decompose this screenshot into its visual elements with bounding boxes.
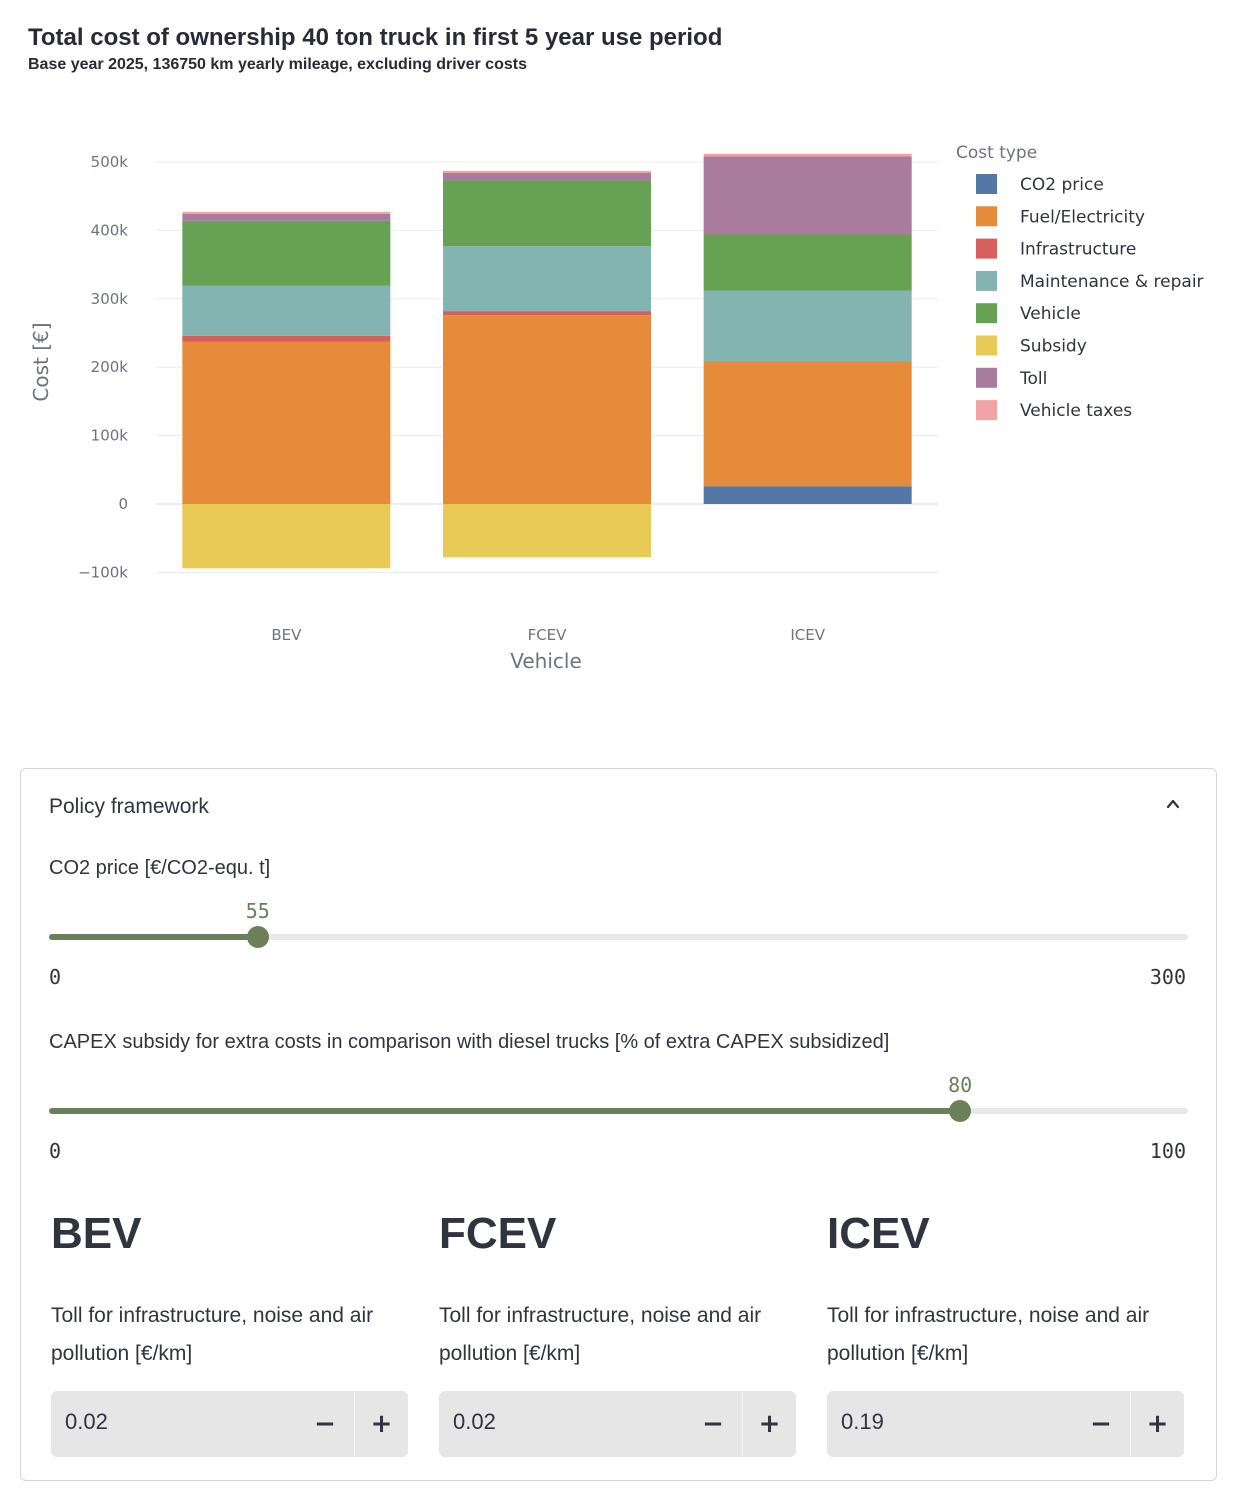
bev-toll-label: Toll for infrastructure, noise and air p… bbox=[51, 1304, 374, 1365]
legend-swatch bbox=[976, 206, 997, 227]
bar-bev-infrastructure bbox=[182, 335, 391, 342]
fcev-toll-increment-button[interactable]: + bbox=[742, 1391, 796, 1457]
bev-title: BEV bbox=[51, 1209, 142, 1258]
bar-fcev-toll bbox=[443, 172, 651, 181]
capex-subsidy-slider[interactable] bbox=[49, 1100, 1188, 1122]
policy-framework-expander: Policy framework CO2 price [€/CO2-equ. t… bbox=[20, 768, 1217, 1481]
bar-bev-fuel-electricity bbox=[182, 341, 391, 504]
icev-toll-decrement-button[interactable]: − bbox=[1090, 1409, 1112, 1439]
bar-fcev-vehicle-taxes bbox=[443, 170, 651, 173]
capex-slider-fill bbox=[49, 1108, 961, 1114]
legend-swatch bbox=[976, 270, 997, 291]
legend-item-label: Vehicle taxes bbox=[1020, 401, 1132, 421]
co2-slider-max: 300 bbox=[1149, 965, 1186, 989]
legend-item-label: Infrastructure bbox=[1020, 240, 1136, 260]
co2-slider-thumb[interactable] bbox=[246, 926, 269, 948]
bar-bev-vehicle-taxes bbox=[182, 211, 391, 214]
bar-bev-subsidy bbox=[182, 504, 391, 569]
y-tick-label: 0 bbox=[118, 495, 128, 513]
legend-swatch bbox=[976, 367, 997, 388]
bar-bev-vehicle bbox=[182, 220, 391, 286]
bev-column: BEV Toll for infrastructure, noise and a… bbox=[51, 1209, 409, 1457]
bar-fcev-infrastructure bbox=[443, 311, 651, 316]
fcev-toll-value[interactable]: 0.02 bbox=[453, 1409, 496, 1434]
bar-fcev-fuel-electricity bbox=[443, 315, 651, 504]
fcev-toll-decrement-button[interactable]: − bbox=[702, 1409, 724, 1439]
tco-stacked-bar-chart: −100k 0 100k 200k 300k 400k 500k BEV FCEV ICEV C… bbox=[29, 143, 1204, 673]
bar-icev-fuel-electricity bbox=[703, 361, 912, 487]
legend-item-label: Toll bbox=[1019, 369, 1047, 389]
capex-slider-min: 0 bbox=[49, 1139, 62, 1163]
bar-fcev-subsidy bbox=[443, 504, 651, 558]
legend-item-label: Maintenance & repair bbox=[1020, 272, 1204, 292]
bev-toll-increment-button[interactable]: + bbox=[354, 1391, 408, 1457]
y-axis-title: Cost [€] bbox=[29, 322, 53, 401]
fcev-title: FCEV bbox=[439, 1209, 557, 1258]
capex-slider-thumb[interactable] bbox=[949, 1100, 972, 1122]
bar-fcev-vehicle bbox=[443, 180, 651, 247]
co2-price-value: 55 bbox=[245, 899, 270, 923]
co2-slider-min: 0 bbox=[49, 965, 62, 989]
capex-subsidy-value: 80 bbox=[948, 1073, 973, 1097]
x-tick-label: BEV bbox=[271, 626, 302, 644]
icev-toll-increment-button[interactable]: + bbox=[1130, 1391, 1184, 1457]
legend-swatch bbox=[976, 303, 997, 324]
co2-price-label: CO2 price [€/CO2-equ. t] bbox=[49, 857, 271, 879]
y-tick-label: 500k bbox=[91, 153, 129, 171]
y-tick-label: −100k bbox=[78, 563, 128, 581]
icev-column: ICEV Toll for infrastructure, noise and … bbox=[827, 1209, 1185, 1457]
icev-title: ICEV bbox=[827, 1209, 930, 1258]
legend-title: Cost type bbox=[956, 143, 1037, 163]
legend-swatch bbox=[976, 174, 997, 194]
legend-swatch bbox=[976, 400, 997, 421]
bar-icev-vehicle bbox=[703, 234, 912, 291]
icev-toll-label: Toll for infrastructure, noise and air p… bbox=[827, 1304, 1150, 1365]
chart-title: Total cost of ownership 40 ton truck in … bbox=[28, 24, 723, 51]
icev-toll-value[interactable]: 0.19 bbox=[841, 1409, 884, 1434]
y-tick-label: 200k bbox=[91, 358, 129, 376]
legend-swatch bbox=[976, 238, 997, 259]
icev-toll-input[interactable]: 0.19 − + bbox=[827, 1391, 1184, 1457]
bar-icev-co2-price bbox=[703, 486, 912, 504]
bar-bev-toll bbox=[182, 213, 391, 221]
legend-item-label: Vehicle bbox=[1020, 304, 1081, 324]
bar-bev-maintenance-repair bbox=[182, 285, 391, 336]
bev-toll-input[interactable]: 0.02 − + bbox=[51, 1391, 408, 1457]
expander-header-label[interactable]: Policy framework bbox=[49, 795, 209, 818]
y-tick-label: 400k bbox=[91, 221, 129, 239]
legend-item-label: Subsidy bbox=[1020, 337, 1087, 357]
fcev-toll-label: Toll for infrastructure, noise and air p… bbox=[439, 1304, 762, 1365]
chevron-up-icon[interactable] bbox=[1166, 797, 1180, 811]
co2-slider-fill bbox=[49, 934, 258, 940]
y-tick-label: 100k bbox=[91, 427, 129, 445]
chart-subtitle: Base year 2025, 136750 km yearly mileage… bbox=[28, 56, 527, 73]
x-tick-label: FCEV bbox=[528, 626, 568, 644]
capex-subsidy-label: CAPEX subsidy for extra costs in compari… bbox=[49, 1031, 890, 1053]
y-tick-label: 300k bbox=[91, 290, 129, 308]
fcev-column: FCEV Toll for infrastructure, noise and … bbox=[439, 1209, 797, 1457]
legend-swatch bbox=[976, 335, 997, 356]
bar-icev-vehicle-taxes bbox=[703, 153, 912, 157]
bev-toll-value[interactable]: 0.02 bbox=[65, 1409, 108, 1434]
x-tick-label: ICEV bbox=[790, 626, 825, 644]
legend-item-label: Fuel/Electricity bbox=[1020, 207, 1145, 227]
bev-toll-decrement-button[interactable]: − bbox=[314, 1409, 336, 1439]
capex-slider-max: 100 bbox=[1149, 1139, 1186, 1163]
bar-icev-maintenance-repair bbox=[703, 290, 912, 362]
legend-item-label: CO2 price bbox=[1020, 175, 1104, 195]
x-axis-title: Vehicle bbox=[510, 649, 582, 673]
fcev-toll-input[interactable]: 0.02 − + bbox=[439, 1391, 796, 1457]
bar-icev-toll bbox=[703, 156, 912, 235]
bar-fcev-maintenance-repair bbox=[443, 246, 651, 312]
co2-price-slider[interactable] bbox=[49, 926, 1188, 948]
